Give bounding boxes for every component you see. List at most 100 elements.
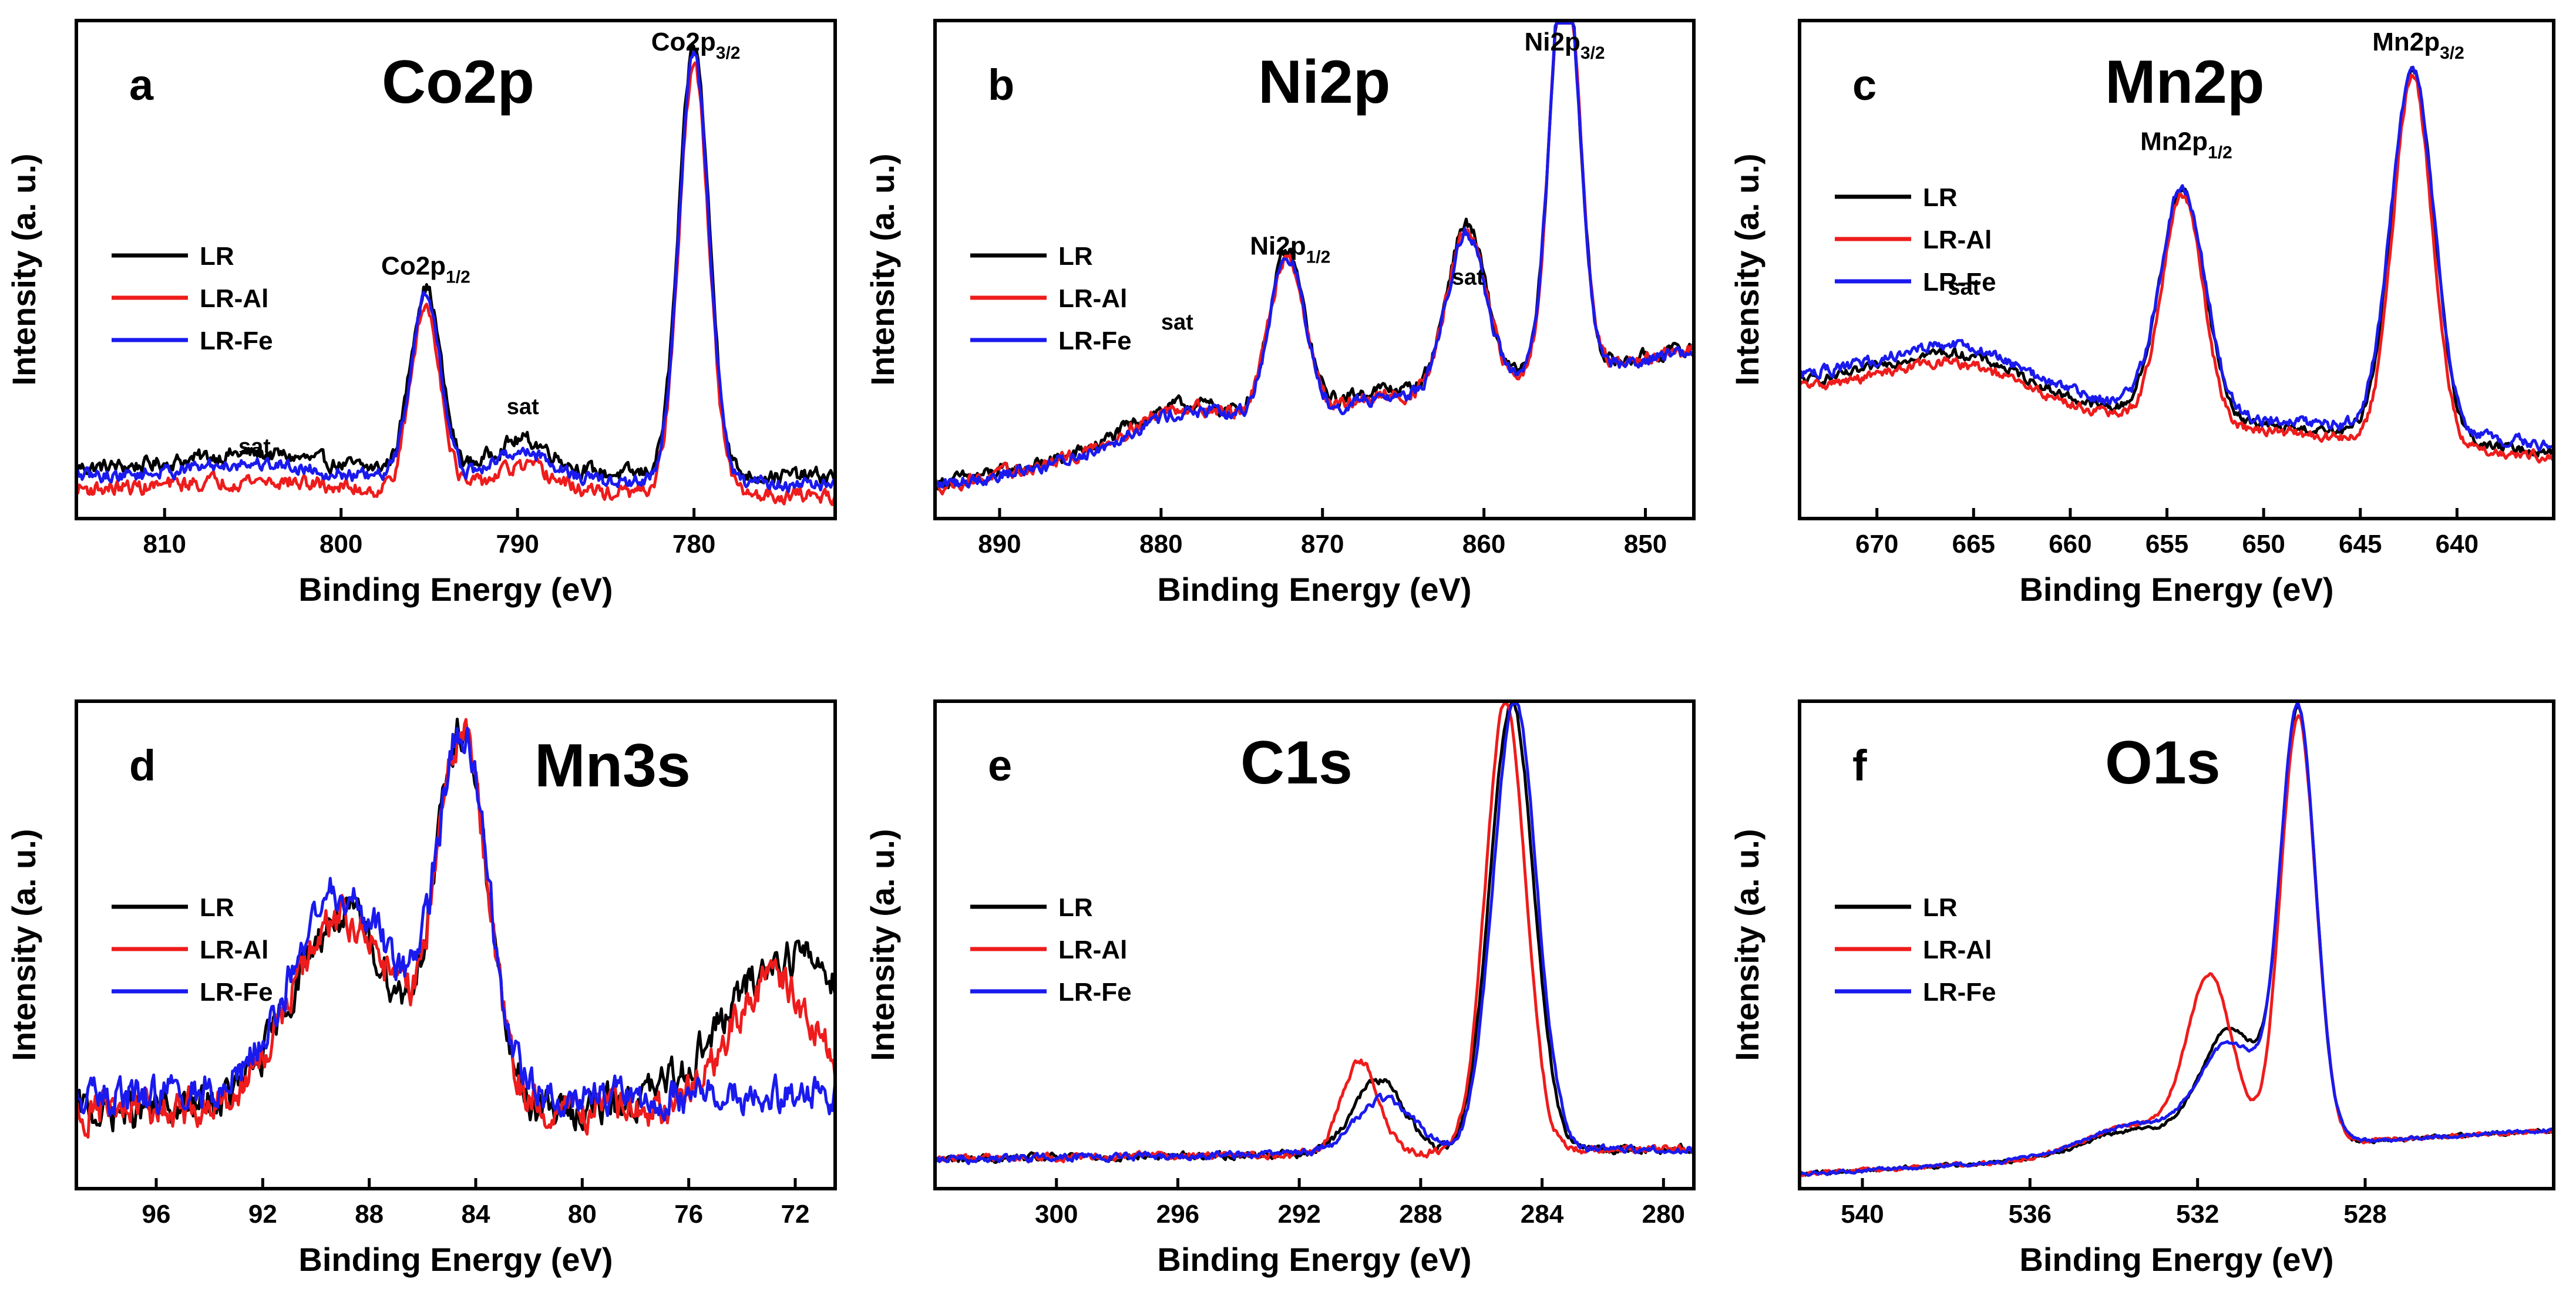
plot-frame <box>1798 19 2555 520</box>
panel-title: C1s <box>1240 729 1353 797</box>
plot-frame <box>933 19 1696 520</box>
x-tick-label: 88 <box>355 1200 384 1229</box>
peak-annotation: sat <box>1161 310 1193 335</box>
legend-label-lr-al: LR-Al <box>1058 936 1127 964</box>
legend-label-lr-al: LR-Al <box>200 284 268 313</box>
peak-annotation: sat <box>1452 265 1484 290</box>
x-tick-label: 80 <box>568 1200 597 1229</box>
x-tick-label: 890 <box>978 530 1021 559</box>
peak-annotation: Mn2p1/2 <box>2140 127 2232 162</box>
peak-annotation: sat <box>1948 275 1980 300</box>
panel-letter: e <box>988 741 1012 790</box>
x-tick-label: 655 <box>2145 530 2188 559</box>
series-line-lr-fe <box>75 50 837 493</box>
x-tick-label: 790 <box>496 530 539 559</box>
chart-panel-e: 300 296 292 288 284 280 Binding Energy (eV) Int… <box>864 699 1696 1278</box>
y-axis-label: Intensity (a. u.) <box>5 153 42 385</box>
series-line-lr-fe <box>75 726 837 1122</box>
legend-label-lr-fe: LR-Fe <box>1923 268 1996 297</box>
y-axis-label: Intensity (a. u.) <box>1728 829 1765 1061</box>
peak-annotation: Ni2p3/2 <box>1525 28 1605 63</box>
x-tick-label: 640 <box>2436 530 2479 559</box>
x-tick-label: 528 <box>2343 1200 2386 1229</box>
x-tick-label: 650 <box>2242 530 2285 559</box>
panel-letter: f <box>1852 741 1867 790</box>
x-tick-label: 665 <box>1952 530 1995 559</box>
x-tick-label: 870 <box>1301 530 1344 559</box>
x-axis-label: Binding Energy (eV) <box>2019 1241 2333 1278</box>
x-tick-label: 645 <box>2339 530 2382 559</box>
y-axis-label: Intensity (a. u.) <box>864 829 901 1061</box>
series-line-lr <box>75 718 837 1133</box>
legend-label-lr: LR <box>200 242 234 271</box>
x-tick-label: 92 <box>248 1200 277 1229</box>
x-tick-label: 850 <box>1624 530 1667 559</box>
legend-label-lr-fe: LR-Fe <box>1058 327 1132 355</box>
x-tick-label: 800 <box>320 530 362 559</box>
series-line-lr <box>1798 66 2555 458</box>
y-axis-label: Intensity (a. u.) <box>864 153 901 385</box>
panel-title: Mn2p <box>2105 48 2265 116</box>
legend-label-lr-fe: LR-Fe <box>200 978 273 1007</box>
x-tick-label: 292 <box>1277 1200 1320 1229</box>
peak-annotation: Mn2p3/2 <box>2372 28 2464 63</box>
x-tick-label: 532 <box>2176 1200 2219 1229</box>
panel-title: Ni2p <box>1258 48 1390 116</box>
legend-label-lr-al: LR-Al <box>1058 284 1127 313</box>
x-tick-label: 860 <box>1462 530 1505 559</box>
x-tick-label: 296 <box>1156 1200 1199 1229</box>
legend-label-lr: LR <box>1058 893 1093 922</box>
chart-panel-d: 96 92 88 84 80 76 72 Binding Energy (eV) Intensi… <box>5 699 837 1278</box>
x-tick-label: 284 <box>1521 1200 1564 1229</box>
peak-annotation: Co2p3/2 <box>651 28 741 63</box>
x-tick-label: 300 <box>1035 1200 1078 1229</box>
series-line-lr-fe <box>933 702 1696 1165</box>
x-axis-label: Binding Energy (eV) <box>298 571 613 608</box>
plot-frame <box>75 699 837 1190</box>
series-line-lr-fe <box>1798 65 2555 452</box>
panel-letter: c <box>1852 60 1876 109</box>
panel-title: Mn3s <box>534 732 691 800</box>
legend-label-lr-al: LR-Al <box>1923 226 1992 254</box>
panel-title: O1s <box>2105 729 2221 797</box>
plot-frame <box>933 699 1696 1190</box>
x-tick-label: 536 <box>2009 1200 2052 1229</box>
series-line-lr-fe <box>933 21 1696 489</box>
x-tick-label: 96 <box>142 1200 171 1229</box>
y-axis-label: Intensity (a. u.) <box>1728 153 1765 385</box>
x-tick-label: 660 <box>2049 530 2091 559</box>
series-line-lr-al <box>75 718 837 1139</box>
legend-label-lr-al: LR-Al <box>200 936 268 964</box>
x-tick-label: 810 <box>143 530 186 559</box>
y-axis-label: Intensity (a. u.) <box>5 829 42 1061</box>
x-tick-label: 280 <box>1642 1200 1685 1229</box>
chart-panel-a: 810 800 790 780 Binding Energy (eV) Intensity… <box>5 19 837 608</box>
legend-label-lr-al: LR-Al <box>1923 936 1992 964</box>
x-tick-label: 540 <box>1841 1200 1884 1229</box>
plot-frame <box>1798 699 2555 1190</box>
legend-label-lr-fe: LR-Fe <box>200 327 273 355</box>
x-tick-label: 288 <box>1399 1200 1442 1229</box>
panel-letter: a <box>129 60 154 109</box>
legend-label-lr: LR <box>1923 183 1958 212</box>
legend-label-lr-fe: LR-Fe <box>1058 978 1132 1007</box>
peak-annotation: Co2p1/2 <box>381 251 470 287</box>
x-tick-label: 84 <box>462 1200 490 1229</box>
x-tick-label: 780 <box>672 530 715 559</box>
series-line-lr-fe <box>1798 702 2555 1177</box>
chart-panel-b: 890 880 870 860 850 Binding Energy (eV) Intens… <box>864 19 1696 608</box>
x-axis-label: Binding Energy (eV) <box>1157 1241 1471 1278</box>
legend-label-lr: LR <box>1923 893 1958 922</box>
peak-annotation: sat <box>507 395 539 419</box>
panel-letter: b <box>988 60 1014 109</box>
x-axis-label: Binding Energy (eV) <box>2019 571 2333 608</box>
x-tick-label: 76 <box>674 1200 703 1229</box>
panel-letter: d <box>129 741 156 790</box>
chart-panel-f: 540 536 532 528 Binding Energy (eV) Intensity… <box>1728 699 2555 1278</box>
chart-panel-c: 670 665 660 655 650 645 640 Binding Energy (eV)… <box>1728 19 2555 608</box>
peak-annotation: sat <box>238 435 271 459</box>
plot-frame <box>75 19 837 520</box>
legend-label-lr: LR <box>1058 242 1093 271</box>
panel-title: Co2p <box>382 48 534 116</box>
